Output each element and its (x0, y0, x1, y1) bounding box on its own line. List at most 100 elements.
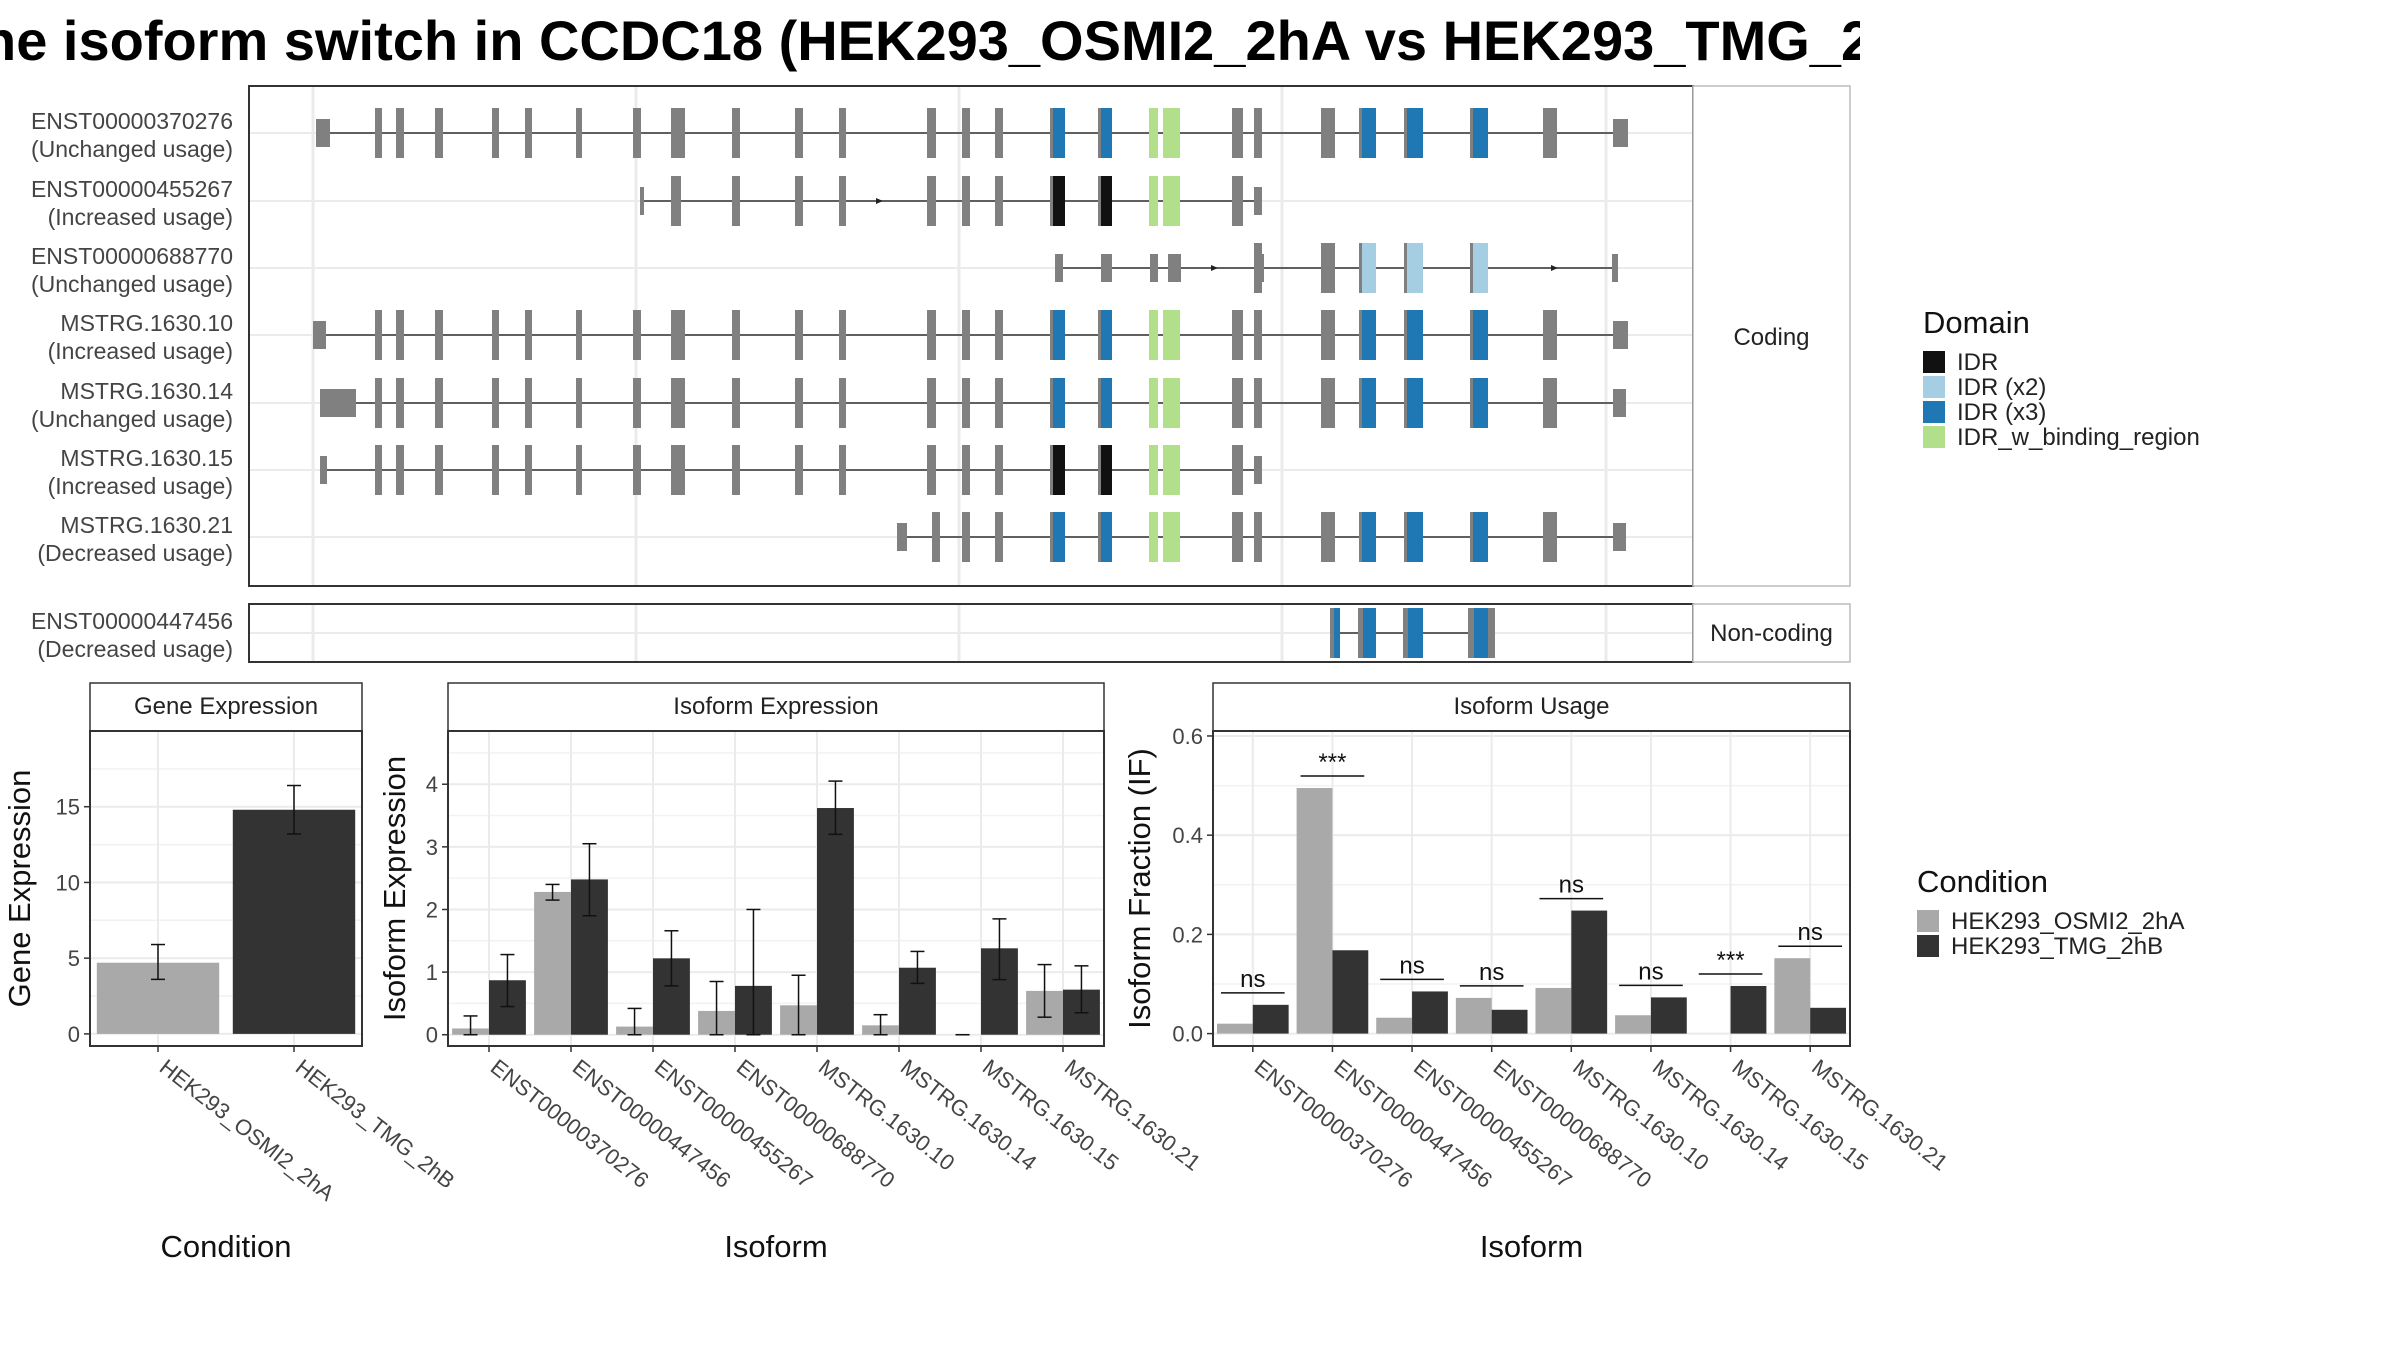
domain-exon (1170, 108, 1180, 158)
x-tick-label: MSTRG.1630.10 (814, 1054, 959, 1175)
exon (839, 310, 846, 360)
legend-title: Domain (1923, 305, 2030, 340)
exon (525, 310, 532, 360)
exon (995, 512, 1003, 562)
y-tick-label: 0 (68, 1022, 80, 1047)
exon-edge (1404, 108, 1407, 158)
exon (1254, 108, 1262, 158)
facet-strip (1212, 682, 1851, 732)
exon-edge (1050, 378, 1053, 428)
legend-key (1923, 351, 1945, 373)
domain-exon (1163, 445, 1170, 495)
exon (435, 378, 443, 428)
domain-exon (1053, 378, 1065, 428)
domain-exon (1149, 108, 1158, 158)
domain-exon (1053, 176, 1065, 226)
legend-key (1923, 426, 1945, 448)
significance-label: ns (1638, 958, 1663, 985)
exon (1613, 321, 1628, 349)
domain-exon (1362, 243, 1376, 293)
exon-edge (1470, 310, 1473, 360)
exon (927, 445, 936, 495)
domain-exon (1101, 378, 1112, 428)
exon-edge (1098, 176, 1101, 226)
transcript-model-3 (313, 310, 1628, 360)
transcript-model-noncoding (1330, 608, 1495, 658)
exon (375, 108, 382, 158)
exon-edge (1404, 310, 1407, 360)
legend-label: IDR_w_binding_region (1957, 424, 2200, 451)
exon-edge (1050, 512, 1053, 562)
isoform-usage-label: (Decreased usage) (37, 540, 233, 566)
exon (1232, 512, 1243, 562)
exon (1321, 243, 1335, 293)
exon (927, 378, 936, 428)
exon (375, 445, 382, 495)
exon (1613, 119, 1628, 147)
exon (1055, 254, 1063, 282)
y-tick-label: 15 (56, 795, 80, 820)
exon (1254, 187, 1262, 215)
exon (435, 310, 443, 360)
isoform-usage-label: (Unchanged usage) (31, 406, 233, 432)
domain-exon (1101, 512, 1112, 562)
exon-edge (1050, 310, 1053, 360)
exon (962, 310, 970, 360)
domain-exon (1473, 512, 1488, 562)
exon (671, 176, 681, 226)
legend-key (1917, 935, 1939, 957)
bar (1332, 950, 1369, 1034)
bar (1810, 1007, 1847, 1034)
exon (1254, 243, 1262, 293)
isoform-id-label: ENST00000447456 (31, 608, 233, 634)
bar (1650, 997, 1687, 1034)
domain-exon (1149, 378, 1158, 428)
domain-exon (1101, 176, 1112, 226)
bar (1455, 997, 1492, 1034)
exon (396, 378, 404, 428)
y-axis-title: Isoform Fraction (IF) (1122, 748, 1157, 1029)
isoform-id-label: ENST00000370276 (31, 108, 233, 134)
bar (1535, 987, 1572, 1034)
exon-edge (1404, 378, 1407, 428)
exon (576, 310, 582, 360)
bar (232, 809, 356, 1034)
domain-exon (1473, 310, 1488, 360)
exon (962, 176, 970, 226)
y-tick-label: 0.0 (1172, 1022, 1203, 1047)
coding-strip (1692, 85, 1851, 587)
exon (633, 445, 641, 495)
exon-edge (1359, 378, 1362, 428)
bar (1730, 985, 1767, 1034)
exon (396, 445, 404, 495)
exon (671, 445, 685, 495)
exon (1232, 310, 1243, 360)
exon (1232, 176, 1243, 226)
transcript-model-2 (1055, 243, 1618, 293)
exon-edge (1359, 512, 1362, 562)
legend-key (1923, 376, 1945, 398)
exon (927, 310, 936, 360)
exon (1168, 254, 1181, 282)
exon (839, 176, 846, 226)
exon (576, 108, 582, 158)
significance-label: *** (1318, 749, 1346, 776)
y-axis-title: Gene Expression (2, 770, 37, 1008)
exon (492, 310, 499, 360)
domain-exon (1407, 512, 1423, 562)
exon (1254, 456, 1262, 484)
bar (1774, 958, 1811, 1034)
isoform-id-label: ENST00000688770 (31, 243, 233, 269)
exon (1403, 608, 1408, 658)
significance-label: *** (1717, 947, 1745, 974)
exon (1362, 608, 1376, 658)
exon (375, 310, 382, 360)
facet-strip (447, 682, 1105, 732)
exon (795, 310, 803, 360)
domain-exon (1170, 176, 1180, 226)
exon (316, 119, 330, 147)
y-tick-label: 3 (426, 835, 438, 860)
